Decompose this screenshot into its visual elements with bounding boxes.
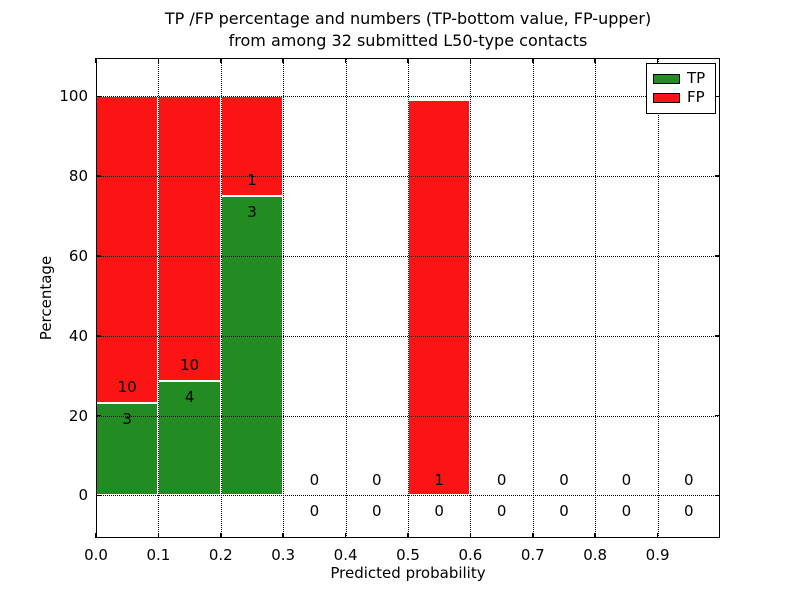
y-tick-mark	[715, 175, 720, 177]
x-axis-label: Predicted probability	[330, 564, 486, 582]
y-tick-mark	[96, 255, 101, 257]
y-tick-mark	[96, 494, 101, 497]
y-tick-label: 100	[59, 87, 88, 106]
gridline-vertical	[470, 58, 472, 538]
x-tick-mark	[656, 533, 659, 538]
x-tick-mark	[282, 58, 284, 63]
y-tick-mark	[715, 335, 720, 337]
y-tick-label: 0	[78, 486, 88, 505]
y-tick-label: 80	[68, 167, 88, 186]
x-tick-mark	[656, 58, 659, 63]
x-tick-mark	[157, 533, 160, 538]
x-tick-label: 0.8	[583, 546, 608, 564]
y-tick-mark	[96, 95, 101, 98]
tp-count-label: 3	[247, 203, 257, 222]
x-tick-label: 0.0	[84, 546, 108, 564]
x-tick-mark	[532, 58, 534, 63]
tp-count-label: 3	[122, 410, 132, 429]
gridline-vertical	[345, 58, 347, 538]
x-tick-mark	[220, 58, 222, 63]
fp-count-label: 1	[247, 171, 257, 190]
y-tick-mark	[715, 95, 720, 98]
tp-count-label: 0	[684, 502, 694, 521]
x-tick-mark	[594, 533, 596, 538]
x-tick-mark	[344, 58, 347, 63]
fp-count-label: 0	[684, 470, 694, 489]
tp-count-label: 4	[184, 388, 195, 407]
y-tick-mark	[96, 335, 101, 337]
x-tick-mark	[594, 58, 596, 63]
tp-count-label: 0	[309, 502, 320, 521]
bar-segment-fp	[220, 96, 284, 197]
fp-count-label: 0	[559, 470, 569, 489]
x-tick-mark	[469, 533, 472, 538]
fp-count-label: 0	[496, 470, 507, 489]
x-tick-mark	[469, 58, 472, 63]
chart-title-line2: from among 32 submitted L50-type contact…	[228, 31, 588, 50]
chart-title-line1: TP /FP percentage and numbers (TP-bottom…	[164, 9, 652, 28]
x-tick-label: 0.3	[271, 546, 296, 564]
gridline-vertical	[220, 58, 222, 538]
gridline-vertical	[283, 58, 285, 538]
fp-legend-label: FP	[687, 88, 705, 106]
gridline-vertical	[657, 58, 659, 538]
gridline-vertical	[532, 58, 534, 538]
fp-count-label: 10	[117, 378, 137, 397]
x-tick-label: 0.4	[333, 546, 358, 564]
bar-segment-tp	[220, 196, 284, 496]
x-tick-mark	[95, 533, 97, 538]
bar-segment-fp	[158, 96, 221, 382]
fp-count-label: 0	[372, 470, 382, 489]
y-tick-mark	[96, 175, 101, 177]
x-tick-mark	[344, 533, 347, 538]
x-tick-label: 0.2	[208, 546, 233, 564]
fp-count-label: 0	[621, 470, 632, 489]
gridline-vertical	[158, 58, 160, 538]
x-tick-mark	[532, 533, 534, 538]
tp-count-label: 0	[434, 502, 444, 521]
x-tick-mark	[95, 58, 97, 63]
x-tick-mark	[407, 533, 409, 538]
x-tick-mark	[282, 533, 284, 538]
y-tick-label: 40	[68, 326, 88, 345]
gridline-vertical	[595, 58, 597, 538]
x-tick-mark	[157, 58, 160, 63]
y-tick-mark	[715, 255, 720, 257]
fp-count-label: 1	[434, 470, 444, 489]
plot-area: 0 20 40 60 80 100 0.0 0.1 0.2 0.3 0.4 0.5 0.6 0.7 0.8 0…	[59, 58, 720, 564]
fp-count-label: 10	[180, 356, 200, 375]
fp-legend-swatch	[653, 92, 680, 103]
y-tick-label: 60	[68, 246, 88, 265]
x-tick-label: 0.7	[520, 546, 545, 564]
y-tick-mark	[96, 414, 101, 417]
x-tick-label: 0.9	[645, 546, 670, 564]
legend: TP FP	[646, 63, 716, 114]
y-tick-mark	[715, 414, 720, 417]
bar-segment-fp	[96, 96, 159, 404]
tp-count-label: 0	[372, 502, 382, 521]
x-tick-mark	[407, 58, 409, 63]
x-tick-label: 0.5	[396, 546, 420, 564]
y-tick-mark	[715, 494, 720, 497]
x-tick-mark	[220, 533, 222, 538]
tp-count-label: 0	[621, 502, 632, 521]
fp-count-label: 0	[309, 470, 320, 489]
tp-legend-label: TP	[687, 69, 706, 87]
tp-count-label: 0	[496, 502, 507, 521]
chart-title: TP /FP percentage and numbers (TP-bottom…	[96, 8, 720, 52]
gridline-vertical	[408, 58, 409, 538]
bar-segment-fp	[408, 100, 471, 496]
y-tick-label: 20	[68, 406, 88, 425]
tp-count-label: 0	[559, 502, 569, 521]
tp-legend-swatch	[653, 73, 680, 84]
x-tick-label: 0.6	[458, 546, 483, 564]
x-tick-label: 0.1	[146, 546, 171, 564]
legend-item-fp: FP	[653, 89, 709, 106]
legend-item-tp: TP	[653, 70, 709, 87]
